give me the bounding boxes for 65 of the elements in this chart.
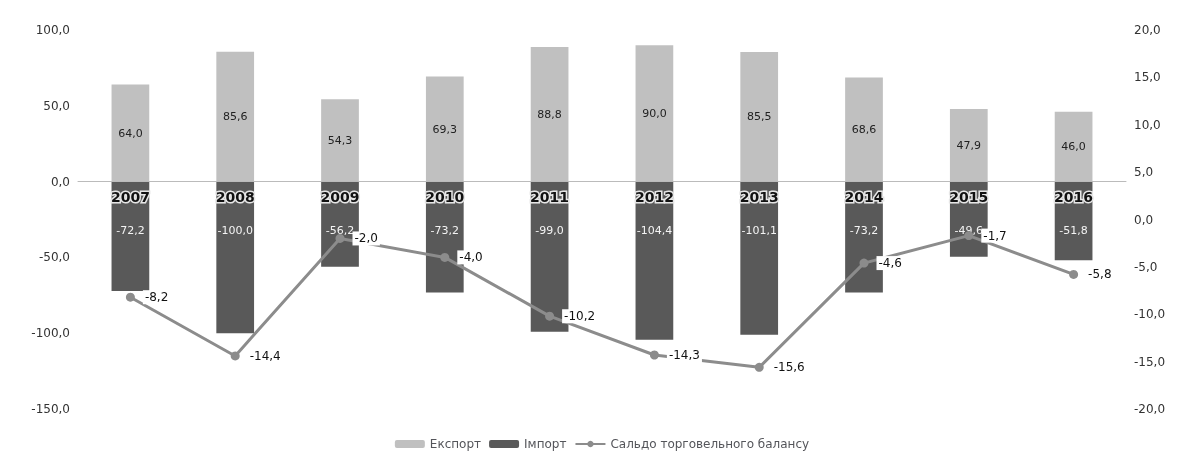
data-label: -2,0 — [354, 231, 378, 246]
x-tick-label: 2007 — [110, 188, 150, 205]
data-label: -56,2 — [325, 223, 355, 237]
y-tick-label: -100,0 — [31, 326, 70, 341]
data-label: 85,6 — [222, 110, 248, 124]
data-label: 46,0 — [1061, 140, 1086, 154]
data-label: -14,4 — [249, 348, 281, 363]
data-label: -10,2 — [564, 309, 596, 324]
y2-tick-label: -5,0 — [1134, 259, 1158, 274]
y2-tick-label: 0,0 — [1134, 212, 1154, 227]
x-tick-label: 2013 — [739, 188, 779, 205]
y2-tick-label: -20,0 — [1134, 402, 1166, 416]
data-label: -8,2 — [144, 290, 169, 305]
legend-label: Експорт — [429, 437, 482, 451]
point — [125, 292, 135, 302]
point — [545, 311, 555, 321]
data-label: 47,9 — [956, 138, 982, 152]
y2-tick-label: -10,0 — [1134, 307, 1166, 322]
data-label: 85,5 — [746, 110, 772, 124]
data-label: 68,6 — [851, 123, 877, 137]
point — [859, 258, 869, 268]
x-tick-label: 2014 — [844, 188, 884, 205]
point — [230, 351, 240, 361]
data-label: -100,0 — [217, 223, 253, 237]
point — [440, 252, 450, 262]
legend-label: Сальдо торговельного балансу — [610, 437, 810, 451]
data-label: 90,0 — [642, 106, 667, 120]
data-label: -5,8 — [1088, 267, 1112, 282]
y-tick-label: 50,0 — [43, 98, 70, 113]
point — [754, 362, 764, 372]
y2-tick-label: 10,0 — [1134, 117, 1161, 132]
x-tick-label: 2011 — [530, 188, 570, 205]
y2-tick-label: -15,0 — [1134, 354, 1166, 369]
data-label: -14,3 — [668, 347, 700, 362]
y2-tick-label: 20,0 — [1134, 23, 1161, 37]
x-tick-label: 2008 — [215, 188, 255, 205]
data-label: -73,2 — [430, 223, 460, 237]
data-label: -51,8 — [1059, 223, 1088, 237]
point — [1069, 269, 1079, 279]
y-tick-label: 0,0 — [50, 174, 70, 189]
y2-tick-label: 5,0 — [1134, 165, 1154, 180]
x-tick-label: 2010 — [425, 188, 465, 205]
bar — [740, 181, 779, 335]
y-tick-label: -150,0 — [31, 402, 70, 416]
data-label: 54,3 — [327, 133, 353, 147]
y-tick-label: 100,0 — [35, 23, 70, 37]
data-label: -15,6 — [773, 360, 805, 375]
data-label: 69,3 — [432, 122, 458, 136]
data-label: -4,0 — [459, 250, 483, 265]
data-label: -101,1 — [741, 223, 777, 237]
data-label: 88,8 — [537, 107, 562, 121]
x-tick-label: 2015 — [949, 188, 989, 205]
data-label: -104,4 — [636, 223, 673, 237]
data-label: -73,2 — [849, 223, 879, 237]
data-label: -72,2 — [116, 223, 145, 237]
x-tick-label: 2009 — [320, 188, 360, 205]
point — [649, 350, 659, 360]
data-label: -1,7 — [983, 228, 1007, 243]
legend-label: Імпорт — [524, 437, 567, 451]
y-tick-label: -50,0 — [38, 250, 70, 265]
x-tick-label: 2012 — [634, 188, 674, 205]
data-label: -99,0 — [535, 223, 564, 237]
data-label: -4,6 — [878, 256, 902, 271]
data-label: 64,0 — [118, 126, 143, 140]
y2-tick-label: 15,0 — [1134, 70, 1161, 85]
